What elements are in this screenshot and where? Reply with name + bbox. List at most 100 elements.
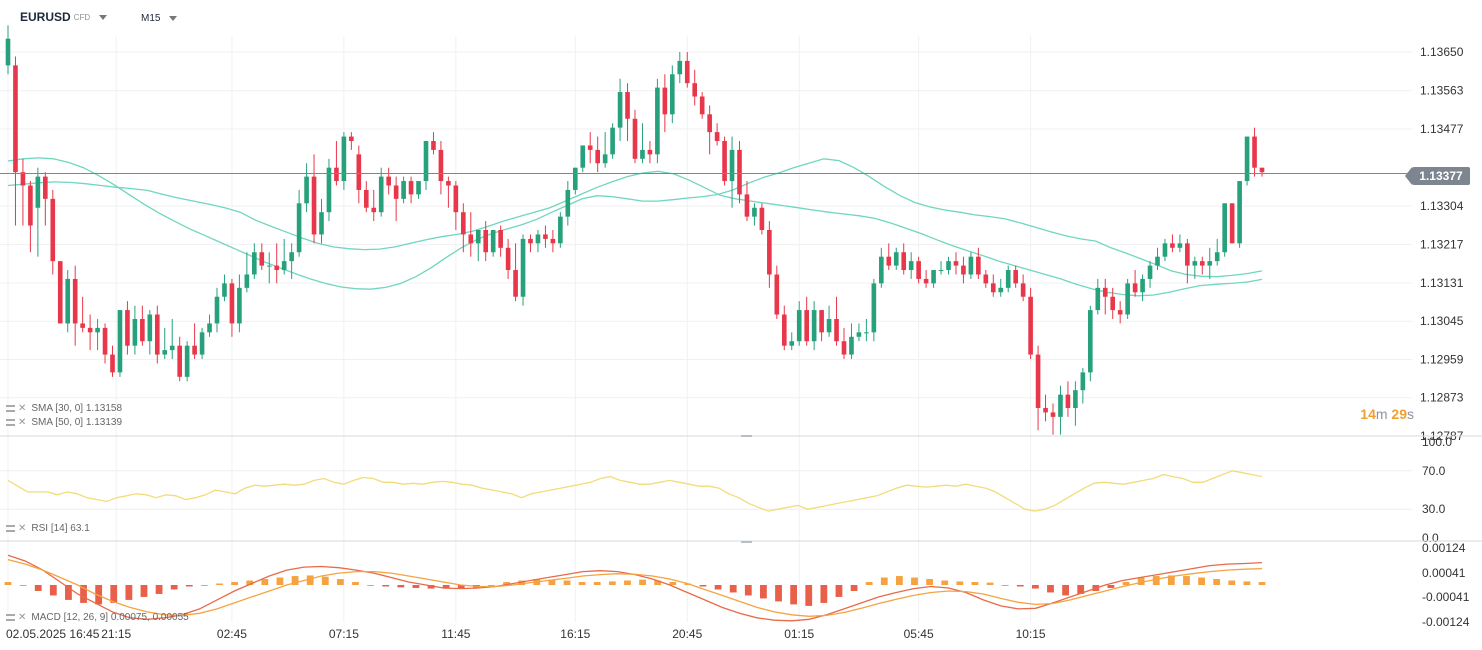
candle-body [565, 189, 571, 217]
macd-hist-bar [669, 582, 677, 585]
candle-body [57, 261, 63, 324]
candle-body [483, 229, 489, 253]
candle-body [856, 332, 862, 337]
macd-hist-bar [170, 585, 178, 590]
macd-hist-bar [442, 585, 450, 589]
chevron-down-icon [169, 16, 178, 21]
pane-resize-handle[interactable] [741, 435, 752, 437]
macd-line [7, 554, 1263, 622]
candle-body [707, 114, 712, 133]
candle-body [1013, 270, 1018, 284]
candle-body [1035, 354, 1041, 408]
close-icon[interactable]: ✕ [18, 403, 27, 414]
candle-body [102, 327, 108, 355]
candle-body [110, 354, 115, 373]
candle-body [401, 181, 406, 199]
rsi-tick-label: 70.0 [1422, 464, 1446, 478]
macd-hist-bar [805, 585, 813, 606]
candle-body [1237, 181, 1242, 244]
candle-body [864, 332, 869, 334]
candle-body [1214, 252, 1220, 262]
candle-body [759, 207, 765, 230]
candle-body [20, 172, 26, 186]
macd-hist-bar [382, 585, 390, 587]
macd-hist-bar [457, 585, 465, 588]
menu-icon[interactable] [6, 525, 15, 532]
menu-icon[interactable] [6, 405, 15, 412]
candle-body [95, 327, 100, 333]
rsi-legend: ✕ RSI [14] 63.1 [6, 523, 90, 534]
candle-body [1110, 296, 1116, 311]
candle-body [804, 310, 809, 342]
macd-hist-bar [835, 585, 843, 597]
candle-body [737, 149, 742, 195]
macd-hist-bar [639, 579, 646, 585]
candle-body [192, 345, 197, 355]
candle-body [1095, 287, 1101, 311]
candle-body [602, 154, 608, 164]
candle-body [826, 318, 832, 333]
candle-body [446, 181, 451, 186]
candle-body [13, 65, 18, 173]
macd-tick-label: -0.00041 [1422, 590, 1470, 604]
macd-hist-bar [4, 582, 12, 585]
candle-body [274, 265, 280, 271]
candle-body [50, 198, 56, 262]
candle-body [35, 176, 41, 208]
candle-body [1073, 390, 1078, 408]
macd-hist-bar [1198, 577, 1205, 585]
candle-body [363, 189, 369, 208]
sma30-line [7, 157, 1263, 290]
candle-body [677, 60, 683, 75]
macd-hist-bar [216, 583, 223, 585]
close-icon[interactable]: ✕ [18, 523, 27, 534]
candle-body [961, 265, 966, 275]
symbol-type: CFD [73, 12, 91, 22]
macd-hist-bar [140, 585, 148, 597]
candle-body [990, 283, 996, 293]
symbol-selector[interactable]: EURUSD CFD [20, 10, 108, 24]
timer-seconds: 29 [1391, 406, 1407, 422]
candle-body [199, 332, 205, 355]
macd-hist-bar [65, 585, 72, 600]
macd-hist-bar [427, 585, 435, 589]
macd-hist-bar [895, 576, 903, 585]
candle-body [423, 141, 429, 182]
macd-hist-bar [125, 585, 133, 600]
macd-tick-label: -0.00124 [1422, 615, 1470, 629]
macd-hist-bar [95, 585, 103, 605]
macd-hist-bar [155, 585, 163, 594]
macd-hist-bar [714, 585, 722, 590]
timer-sec-unit: s [1407, 406, 1414, 422]
menu-icon[interactable] [6, 614, 15, 621]
candle-body [43, 176, 48, 199]
pane-resize-handle[interactable] [741, 541, 752, 543]
x-tick-label: 10:15 [1016, 627, 1046, 641]
candle-body [80, 323, 85, 328]
candle-body [5, 38, 11, 66]
candle-body [1125, 283, 1130, 315]
y-tick-label: 1.12959 [1420, 352, 1464, 366]
candle-body [438, 149, 444, 182]
macd-hist-bar [593, 582, 601, 585]
candle-body [296, 203, 302, 253]
candle-body [893, 252, 899, 266]
macd-hist-bar [1167, 575, 1175, 585]
candle-body [752, 207, 757, 217]
menu-icon[interactable] [6, 419, 15, 426]
timeframe-selector[interactable]: M15 [141, 13, 178, 24]
close-icon[interactable]: ✕ [18, 417, 27, 428]
candle-body [468, 234, 474, 244]
close-icon[interactable]: ✕ [18, 612, 27, 623]
macd-hist-bar [775, 585, 782, 602]
macd-hist-bar [1122, 582, 1130, 585]
timeframe-label: M15 [141, 13, 161, 24]
candle-body [461, 212, 466, 235]
y-tick-label: 1.13045 [1420, 314, 1464, 328]
candle-body [714, 132, 720, 142]
candle-body [1080, 372, 1086, 391]
candle-body [647, 149, 653, 155]
candle-body [319, 212, 324, 235]
x-tick-label: 16:15 [560, 627, 590, 641]
